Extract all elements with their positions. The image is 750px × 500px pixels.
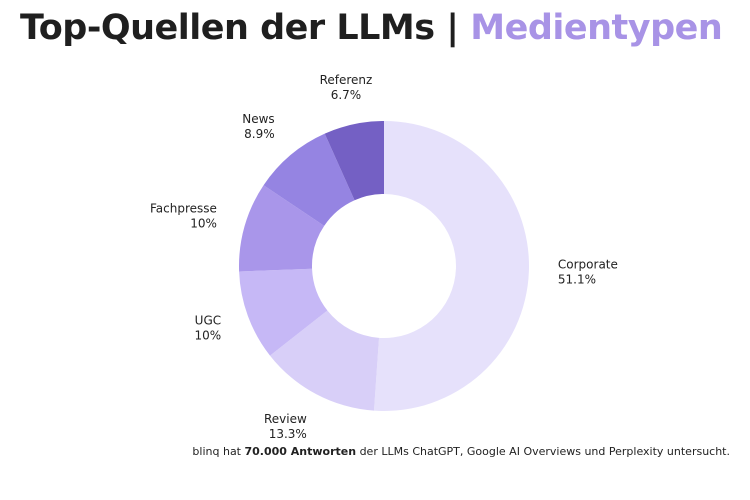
- slice-news: [263, 133, 355, 226]
- footnote-prefix: blinq hat: [192, 445, 245, 458]
- slice-review: [269, 310, 380, 411]
- label-value-fachpresse: 10%: [190, 216, 217, 230]
- title-accent: Medientypen: [470, 8, 723, 48]
- donut-slices: [239, 121, 529, 411]
- label-name-review: Review: [264, 412, 307, 426]
- footnote: blinq hat 70.000 Antworten der LLMs Chat…: [192, 445, 730, 458]
- label-value-news: 8.9%: [244, 127, 275, 141]
- label-name-ugc: UGC: [195, 314, 221, 328]
- footnote-suffix: der LLMs ChatGPT, Google AI Overviews un…: [356, 445, 730, 458]
- slice-fachpresse: [239, 185, 325, 272]
- footnote-bold: 70.000 Antworten: [244, 445, 357, 458]
- label-referenz: Referenz 6.7%: [320, 73, 373, 102]
- label-fachpresse: Fachpresse 10%: [150, 201, 217, 230]
- label-news: News 8.9%: [242, 112, 274, 141]
- slice-corporate: [373, 121, 529, 411]
- label-name-news: News: [242, 112, 274, 126]
- label-value-referenz: 6.7%: [331, 88, 362, 102]
- slice-ugc: [239, 268, 328, 356]
- label-value-ugc: 10%: [194, 329, 221, 343]
- chart-title: Top-Quellen der LLMs | Medientypen: [20, 8, 723, 48]
- label-value-corporate: 51.1%: [558, 272, 596, 286]
- label-value-review: 13.3%: [269, 427, 307, 441]
- label-name-referenz: Referenz: [320, 73, 373, 87]
- label-ugc: UGC 10%: [194, 314, 221, 343]
- label-review: Review 13.3%: [264, 412, 307, 441]
- label-corporate: Corporate 51.1%: [558, 257, 618, 286]
- label-name-corporate: Corporate: [558, 257, 618, 271]
- label-name-fachpresse: Fachpresse: [150, 201, 217, 215]
- title-main: Top-Quellen der LLMs |: [20, 8, 459, 48]
- donut-labels: Corporate 51.1%Review 13.3%UGC 10%Fachpress…: [150, 73, 618, 441]
- slice-referenz: [324, 121, 384, 201]
